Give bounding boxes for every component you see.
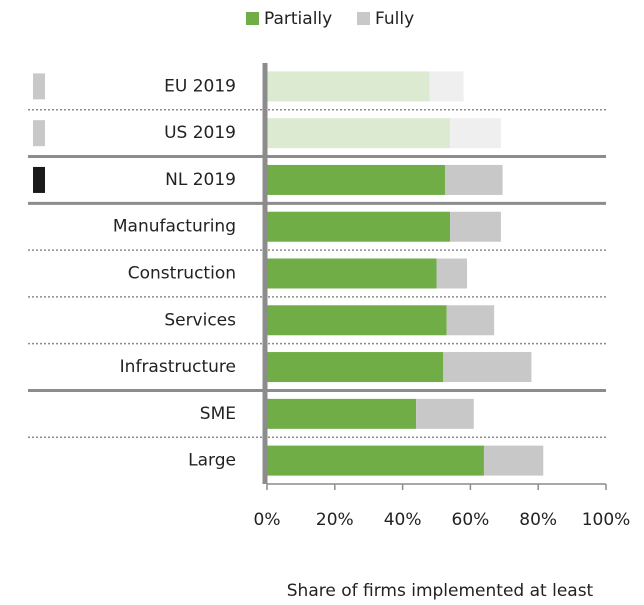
bar-segment xyxy=(436,258,468,289)
bar-segment xyxy=(443,352,532,383)
bar-segment xyxy=(429,71,464,102)
x-tick-label: 100% xyxy=(582,510,631,530)
x-tick-label: 40% xyxy=(384,510,422,530)
bar-segment xyxy=(267,445,484,476)
y-tick-label: NL 2019 xyxy=(165,170,236,190)
bar-segment xyxy=(267,258,437,289)
bar-segment xyxy=(267,118,451,149)
bar-segment xyxy=(267,305,447,336)
legend-label: Partially xyxy=(264,9,332,29)
bar-segment xyxy=(267,398,417,429)
bar-segment xyxy=(267,164,445,195)
x-tick-label: 80% xyxy=(519,510,557,530)
x-axis-label: Share of firms implemented at least one … xyxy=(286,581,594,601)
y-tick-label: Infrastructure xyxy=(120,357,236,377)
y-tick-label: Manufacturing xyxy=(113,217,236,237)
bar-segment xyxy=(446,305,495,336)
bar-segment xyxy=(416,398,474,429)
bar-segment xyxy=(444,164,503,195)
bar-segment xyxy=(450,118,501,149)
y-tick-label: EU 2019 xyxy=(164,76,236,96)
bar-segment xyxy=(483,445,544,476)
category-marker xyxy=(33,73,45,100)
category-marker xyxy=(33,166,45,193)
y-tick-label: US 2019 xyxy=(164,123,236,143)
x-tick-label: 60% xyxy=(452,510,490,530)
legend-label: Fully xyxy=(375,9,414,29)
y-tick-label: Services xyxy=(164,310,236,330)
legend-swatch xyxy=(357,12,370,25)
bar-segment xyxy=(267,211,451,242)
y-tick-label: Construction xyxy=(128,264,236,284)
legend-swatch xyxy=(246,12,259,25)
bar-segment xyxy=(450,211,501,242)
y-tick-label: SME xyxy=(200,404,236,424)
x-tick-label: 20% xyxy=(316,510,354,530)
x-tick-label: 0% xyxy=(254,510,281,530)
bar-segment xyxy=(267,352,444,383)
bar-segment xyxy=(267,71,430,102)
y-tick-label: Large xyxy=(188,451,236,471)
category-marker xyxy=(33,120,45,147)
